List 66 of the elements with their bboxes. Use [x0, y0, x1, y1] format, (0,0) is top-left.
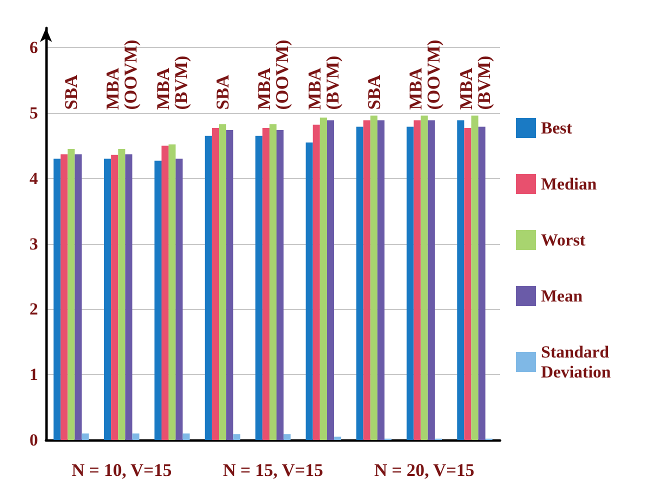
x-tick-label: MBA (OOVM) — [254, 40, 292, 110]
bar — [154, 160, 162, 440]
bar — [269, 124, 277, 440]
bar — [168, 144, 176, 440]
bar — [356, 126, 364, 440]
y-tick-label: 2 — [30, 300, 38, 319]
x-tick-label: MBA (OOVM) — [405, 40, 444, 110]
text: N = 10, V=15 — [72, 460, 172, 480]
bar — [219, 124, 226, 440]
bar — [478, 126, 486, 440]
bar — [111, 154, 118, 440]
bar — [464, 128, 472, 440]
legend-label: Worst — [541, 230, 586, 250]
bar — [306, 142, 313, 440]
bar — [262, 128, 270, 440]
bar — [428, 120, 435, 440]
bar — [284, 434, 291, 440]
bar — [457, 120, 464, 440]
x-tick-label: MBA (BVM) — [456, 56, 494, 110]
x-tick-label: MBA (BVM) — [153, 56, 192, 110]
bar — [420, 116, 428, 440]
y-tick-label: 1 — [30, 365, 38, 384]
y-tick-label: 3 — [30, 234, 38, 254]
bar — [226, 130, 234, 440]
bar — [162, 146, 169, 440]
bar — [54, 158, 61, 440]
bar — [320, 118, 327, 440]
legend-label: Best — [541, 118, 572, 138]
bar — [82, 433, 89, 440]
legend-label: Standard Deviation — [541, 342, 614, 382]
bar — [74, 154, 82, 440]
bar — [326, 120, 334, 440]
bar — [363, 120, 370, 440]
bar — [406, 126, 414, 440]
bar — [176, 158, 183, 440]
bar — [125, 154, 132, 440]
bar — [68, 148, 75, 440]
y-tick-label: 5 — [30, 104, 38, 123]
bar — [471, 116, 478, 440]
y-tick-label: 4 — [30, 168, 38, 188]
x-tick-label: MBA (BVM) — [304, 56, 342, 110]
bar — [60, 154, 68, 440]
bar — [255, 136, 262, 440]
bar — [377, 120, 384, 440]
bar — [276, 130, 284, 440]
bar — [118, 148, 126, 440]
bar — [334, 436, 342, 440]
bar — [414, 120, 421, 440]
x-tick-label: SBA — [364, 74, 384, 110]
legend-label: Median — [541, 174, 598, 194]
bar — [233, 434, 240, 440]
y-tick-label: 6 — [30, 38, 38, 58]
y-tick-label: 0 — [30, 430, 38, 450]
bar — [182, 433, 190, 440]
bar — [132, 433, 140, 440]
bar — [212, 128, 220, 440]
text: N = 20, V=15 — [374, 460, 474, 480]
x-tick-label: MBA (OOVM) — [102, 40, 141, 110]
bar — [312, 124, 320, 440]
bar — [370, 116, 378, 440]
bar — [204, 136, 212, 440]
x-tick-label: SBA — [212, 74, 233, 110]
bar — [104, 158, 112, 440]
text: N = 15, V=15 — [222, 460, 324, 480]
x-tick-label: SBA — [61, 74, 82, 110]
legend-label: Mean — [541, 286, 584, 306]
